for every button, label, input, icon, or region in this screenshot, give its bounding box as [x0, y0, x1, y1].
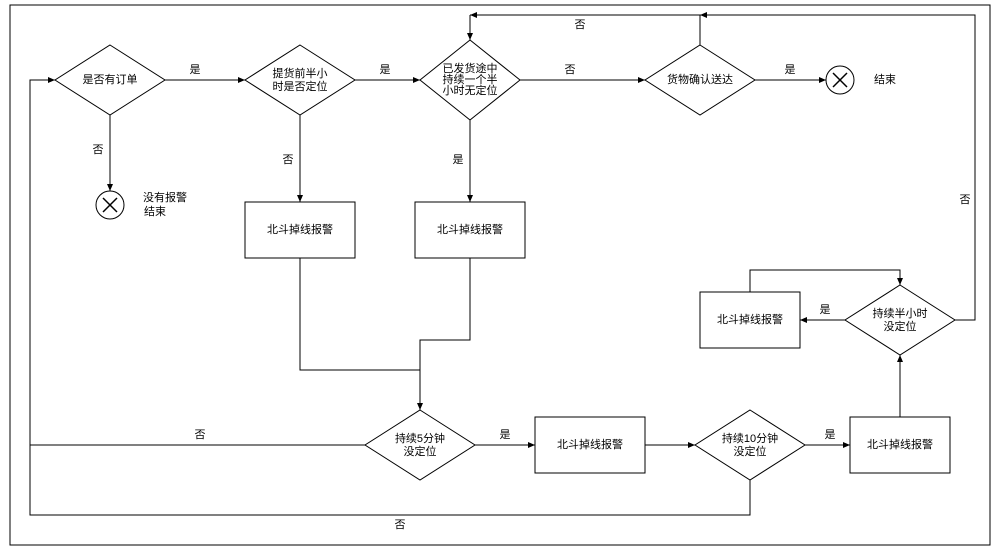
svg-text:否: 否 [575, 19, 586, 31]
svg-text:是: 是 [380, 63, 391, 76]
svg-text:没定位: 没定位 [734, 444, 767, 458]
svg-text:货物确认送达: 货物确认送达 [667, 72, 733, 86]
polyedge [300, 258, 420, 370]
svg-text:没定位: 没定位 [404, 444, 437, 458]
edge-labels-layer: 是否是否否是是是是是否否否否 [93, 19, 971, 531]
node-d_order: 是否有订单 [55, 45, 165, 115]
svg-text:持续10分钟: 持续10分钟 [722, 431, 778, 445]
svg-text:结束: 结束 [144, 205, 166, 218]
svg-text:持续5分钟: 持续5分钟 [395, 431, 445, 445]
node-d_transit: 已发货途中持续一个半小时无定位 [420, 40, 520, 120]
node-t_end [826, 66, 854, 94]
svg-text:是: 是 [820, 303, 831, 316]
node-d_deliver: 货物确认送达 [645, 45, 755, 115]
node-p_alarm2: 北斗掉线报警 [415, 202, 525, 258]
svg-text:结束: 结束 [874, 73, 896, 86]
node-d_pickup: 提货前半小时是否定位 [245, 45, 355, 115]
svg-text:没定位: 没定位 [884, 319, 917, 333]
node-p_alarm5: 北斗掉线报警 [700, 292, 800, 348]
polyedge [700, 15, 975, 320]
svg-text:提货前半小: 提货前半小 [273, 66, 328, 80]
node-t_na_lbl1: 没有报警 [143, 190, 187, 204]
svg-text:是: 是 [453, 153, 464, 166]
svg-text:否: 否 [960, 194, 971, 206]
svg-text:北斗掉线报警: 北斗掉线报警 [437, 222, 503, 236]
svg-text:北斗掉线报警: 北斗掉线报警 [557, 437, 623, 451]
svg-text:否: 否 [565, 64, 576, 76]
svg-text:是: 是 [500, 428, 511, 441]
svg-text:北斗掉线报警: 北斗掉线报警 [267, 222, 333, 236]
node-t_end_lbl: 结束 [874, 73, 896, 86]
svg-text:是否有订单: 是否有订单 [83, 72, 138, 86]
svg-text:否: 否 [395, 519, 406, 531]
svg-text:北斗掉线报警: 北斗掉线报警 [717, 312, 783, 326]
node-t_na_lbl2: 结束 [144, 205, 166, 218]
flowchart-canvas: 是否有订单提货前半小时是否定位已发货途中持续一个半小时无定位货物确认送达结束没有… [0, 0, 1000, 555]
svg-text:持续半小时: 持续半小时 [873, 306, 928, 320]
svg-text:持续一个半: 持续一个半 [443, 72, 498, 86]
svg-text:已发货途中: 已发货途中 [443, 61, 498, 75]
nodes-layer: 是否有订单提货前半小时是否定位已发货途中持续一个半小时无定位货物确认送达结束没有… [55, 40, 955, 480]
svg-text:否: 否 [93, 144, 104, 156]
svg-text:是: 是 [825, 428, 836, 441]
svg-text:否: 否 [195, 429, 206, 441]
svg-text:否: 否 [283, 154, 294, 166]
svg-text:时是否定位: 时是否定位 [273, 79, 328, 93]
node-p_alarm3: 北斗掉线报警 [535, 417, 645, 473]
node-d_5min: 持续5分钟没定位 [365, 410, 475, 480]
node-d_10min: 持续10分钟没定位 [695, 410, 805, 480]
node-t_noalarm [96, 191, 124, 219]
svg-text:没有报警: 没有报警 [143, 190, 187, 204]
svg-text:是: 是 [785, 63, 796, 76]
polyedge [30, 80, 365, 445]
svg-text:小时无定位: 小时无定位 [443, 83, 498, 97]
polyedge [420, 258, 470, 370]
polyedge [750, 270, 900, 292]
svg-text:北斗掉线报警: 北斗掉线报警 [867, 437, 933, 451]
node-p_alarm4: 北斗掉线报警 [850, 417, 950, 473]
svg-text:是: 是 [190, 63, 201, 76]
node-d_halfhr: 持续半小时没定位 [845, 285, 955, 355]
node-p_alarm1: 北斗掉线报警 [245, 202, 355, 258]
